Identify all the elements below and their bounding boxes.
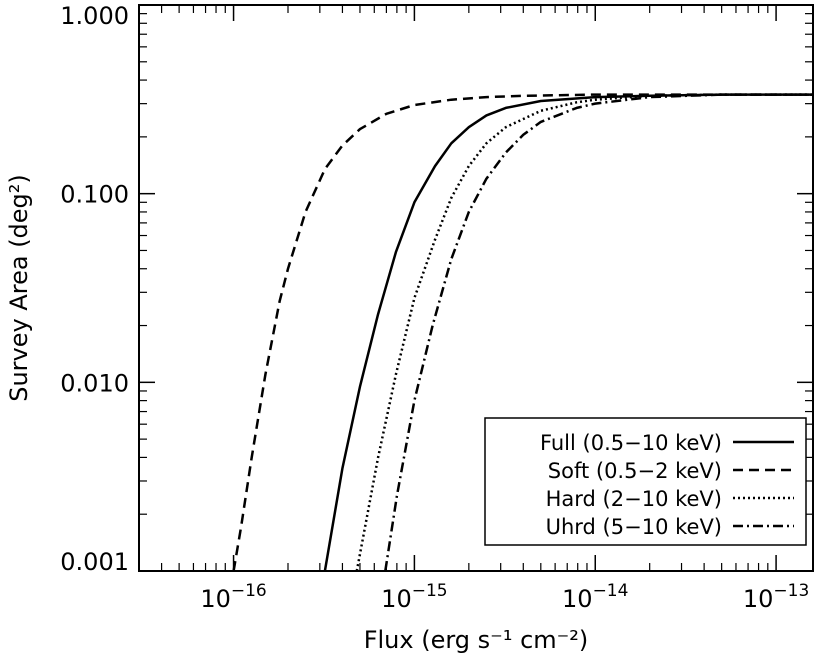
legend-label: Full (0.5−10 keV) — [540, 431, 722, 455]
plot-lines — [232, 93, 813, 571]
legend-label: Uhrd (5−10 keV) — [546, 515, 722, 539]
series-line-0 — [323, 93, 813, 571]
series-line-2 — [355, 93, 813, 571]
x-tick-label: 10−14 — [562, 581, 628, 613]
y-tick-label: 0.100 — [60, 181, 129, 209]
x-tick-label: 10−15 — [381, 581, 447, 613]
x-tick-label: 10−16 — [200, 581, 266, 613]
series-line-3 — [384, 93, 813, 571]
plot-frame — [138, 4, 814, 572]
y-tick-label: 0.001 — [60, 548, 129, 576]
series-line-1 — [232, 93, 813, 571]
x-axis-label: Flux (erg s⁻¹ cm⁻²) — [364, 626, 589, 654]
legend: Full (0.5−10 keV) Soft (0.5−2 keV) Hard (2… — [484, 417, 807, 546]
x-tick-labels: 10−16 10−15 10−14 10−13 — [200, 581, 809, 613]
y-tick-label: 1.000 — [60, 2, 129, 30]
legend-label: Hard (2−10 keV) — [546, 487, 722, 511]
y-tick-label: 0.010 — [60, 369, 129, 397]
y-axis-label: Survey Area (deg²) — [5, 174, 33, 402]
y-tick-labels: 0.001 0.010 0.100 1.000 — [60, 2, 129, 576]
legend-box — [484, 417, 807, 546]
legend-label: Soft (0.5−2 keV) — [548, 459, 722, 483]
x-tick-label: 10−13 — [743, 581, 809, 613]
axis-ticks — [139, 4, 813, 572]
